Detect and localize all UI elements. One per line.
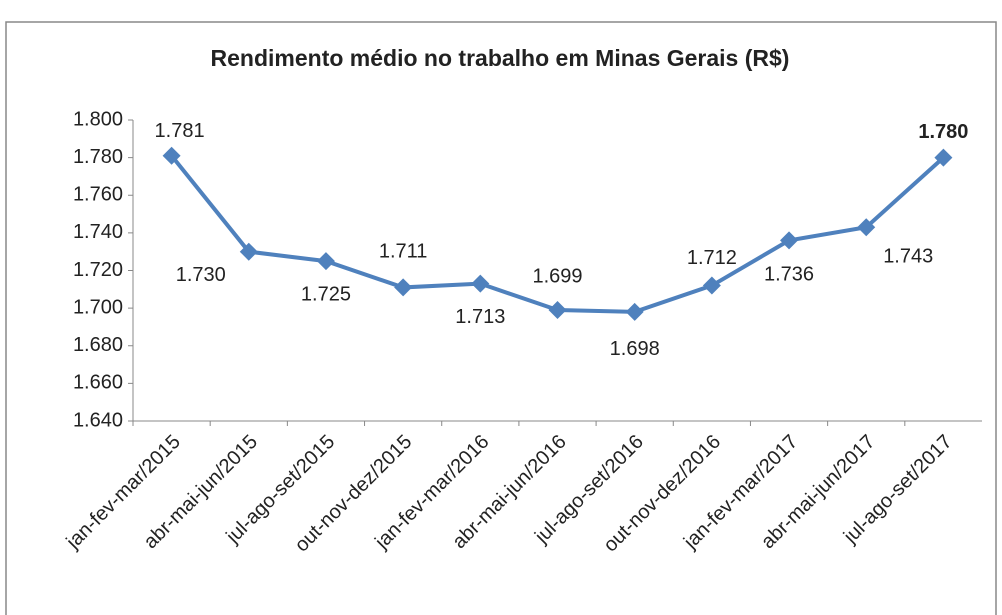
y-tick-label: 1.700 (73, 296, 123, 318)
y-tick-label: 1.780 (73, 146, 123, 168)
y-tick-label: 1.740 (73, 221, 123, 243)
data-label: 1.780 (918, 121, 968, 143)
data-label: 1.730 (176, 264, 226, 286)
marker (162, 146, 181, 165)
data-label: 1.712 (687, 247, 737, 269)
marker (934, 148, 953, 167)
marker (471, 274, 490, 293)
y-tick-label: 1.640 (73, 409, 123, 431)
marker (239, 242, 258, 261)
marker (780, 231, 799, 250)
data-label: 1.713 (455, 306, 505, 328)
data-label: 1.736 (764, 264, 814, 286)
y-tick-label: 1.800 (73, 108, 123, 130)
y-tick-label: 1.680 (73, 334, 123, 356)
marker (625, 302, 644, 321)
chart-border (5, 21, 997, 615)
marker (548, 301, 567, 320)
data-label: 1.711 (379, 241, 428, 263)
marker (316, 252, 335, 271)
data-label: 1.698 (610, 338, 660, 360)
data-label: 1.781 (155, 120, 205, 142)
line (170, 154, 945, 314)
y-tick-label: 1.760 (73, 184, 123, 206)
data-label: 1.743 (883, 246, 933, 268)
y-tick-label: 1.720 (73, 259, 123, 281)
marker (857, 218, 876, 237)
chart-title: Rendimento médio no trabalho em Minas Ge… (211, 45, 790, 71)
marker (702, 276, 721, 295)
marker (394, 278, 413, 297)
data-label: 1.699 (532, 265, 582, 287)
data-label: 1.725 (301, 283, 351, 305)
y-tick-label: 1.660 (73, 372, 123, 394)
